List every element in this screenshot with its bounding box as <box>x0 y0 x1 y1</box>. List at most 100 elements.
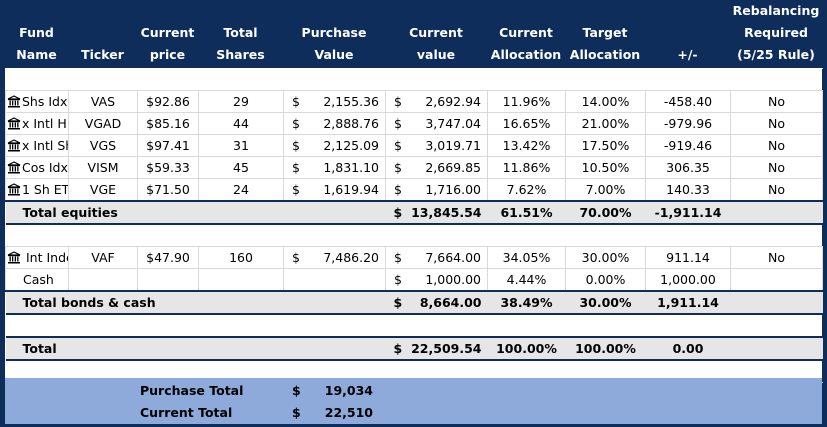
difference-cell[interactable]: -979.96 <box>645 112 731 135</box>
empty-cell[interactable] <box>487 223 566 247</box>
ticker-cell[interactable]: VGAD <box>68 112 138 135</box>
empty-cell[interactable] <box>198 313 284 338</box>
total-value-cell[interactable]: $22,509.54 <box>385 336 488 361</box>
fund-name-cell[interactable]: Cash <box>5 268 69 292</box>
column-header[interactable]: Purchase Value <box>283 22 385 66</box>
rebalancing-cell[interactable]: No <box>730 246 823 269</box>
fund-name-cell[interactable]: Cos Idx <box>5 156 69 179</box>
fund-name-cell[interactable]: x Intl Sh <box>5 134 69 157</box>
empty-cell[interactable] <box>283 68 386 91</box>
column-header[interactable]: Current price <box>137 22 198 66</box>
total-difference-cell[interactable]: 1,911.14 <box>645 290 731 315</box>
total-target-cell[interactable]: 70.00% <box>565 200 646 225</box>
ticker-cell[interactable]: VISM <box>68 156 138 179</box>
target-allocation-cell[interactable]: 30.00% <box>565 246 646 269</box>
empty-cell[interactable] <box>283 313 386 338</box>
difference-cell[interactable]: -458.40 <box>645 90 731 113</box>
fund-name-cell[interactable]: Int Inde <box>5 246 69 269</box>
empty-cell[interactable] <box>730 290 823 315</box>
ticker-cell[interactable] <box>68 268 138 292</box>
fund-name-cell[interactable]: Shs Idx <box>5 90 69 113</box>
empty-cell[interactable] <box>730 68 823 91</box>
empty-cell[interactable] <box>385 223 488 247</box>
empty-cell[interactable] <box>5 223 69 247</box>
total-allocation-cell[interactable]: 61.51% <box>487 200 566 225</box>
shares-cell[interactable] <box>198 268 284 292</box>
total-value-cell[interactable]: $8,664.00 <box>385 290 488 315</box>
price-cell[interactable]: $71.50 <box>137 178 199 202</box>
price-cell[interactable]: $59.33 <box>137 156 199 179</box>
empty-cell[interactable] <box>645 313 731 338</box>
target-allocation-cell[interactable]: 7.00% <box>565 178 646 202</box>
difference-cell[interactable]: 306.35 <box>645 156 731 179</box>
empty-cell[interactable] <box>565 223 646 247</box>
purchase-total-value[interactable]: 19,034 <box>324 383 373 398</box>
empty-cell[interactable] <box>487 68 566 91</box>
empty-cell[interactable] <box>137 313 199 338</box>
column-header[interactable]: Current value <box>385 22 487 66</box>
current-value-cell[interactable]: $1,000.00 <box>385 268 488 292</box>
shares-cell[interactable]: 24 <box>198 178 284 202</box>
fund-name-cell[interactable]: x Intl H <box>5 112 69 135</box>
total-label[interactable]: Total equities <box>5 200 386 225</box>
target-allocation-cell[interactable]: 0.00% <box>565 268 646 292</box>
price-cell[interactable]: $47.90 <box>137 246 199 269</box>
current-total-value[interactable]: 22,510 <box>324 405 373 420</box>
empty-cell[interactable] <box>730 336 823 361</box>
current-allocation-cell[interactable]: 11.96% <box>487 90 566 113</box>
current-value-cell[interactable]: $2,692.94 <box>385 90 488 113</box>
total-allocation-cell[interactable]: 100.00% <box>487 336 566 361</box>
empty-cell[interactable] <box>565 68 646 91</box>
purchase-value-cell[interactable]: $1,619.94 <box>283 178 386 202</box>
purchase-value-cell[interactable]: $2,125.09 <box>283 134 386 157</box>
price-cell[interactable]: $92.86 <box>137 90 199 113</box>
ticker-cell[interactable]: VAF <box>68 246 138 269</box>
price-cell[interactable] <box>137 268 199 292</box>
rebalancing-cell[interactable] <box>730 268 823 292</box>
difference-cell[interactable]: -919.46 <box>645 134 731 157</box>
total-label[interactable]: Total bonds & cash <box>5 290 386 315</box>
total-target-cell[interactable]: 100.00% <box>565 336 646 361</box>
current-value-cell[interactable]: $3,019.71 <box>385 134 488 157</box>
empty-cell[interactable] <box>730 200 823 225</box>
total-target-cell[interactable]: 30.00% <box>565 290 646 315</box>
empty-cell[interactable] <box>5 68 69 91</box>
empty-cell[interactable] <box>137 68 199 91</box>
rebalancing-cell[interactable]: No <box>730 134 823 157</box>
empty-cell[interactable] <box>5 313 69 338</box>
target-allocation-cell[interactable]: 10.50% <box>565 156 646 179</box>
empty-cell[interactable] <box>645 68 731 91</box>
total-difference-cell[interactable]: 0.00 <box>645 336 731 361</box>
purchase-value-cell[interactable]: $1,831.10 <box>283 156 386 179</box>
total-difference-cell[interactable]: -1,911.14 <box>645 200 731 225</box>
empty-cell[interactable] <box>565 313 646 338</box>
price-cell[interactable]: $85.16 <box>137 112 199 135</box>
empty-cell[interactable] <box>68 223 138 247</box>
purchase-value-cell[interactable]: $2,888.76 <box>283 112 386 135</box>
column-header[interactable]: Target Allocation <box>565 22 645 66</box>
column-header[interactable]: +/- <box>645 44 730 66</box>
column-header[interactable]: Ticker <box>68 44 137 66</box>
empty-cell[interactable] <box>487 313 566 338</box>
rebalancing-cell[interactable]: No <box>730 112 823 135</box>
target-allocation-cell[interactable]: 21.00% <box>565 112 646 135</box>
shares-cell[interactable]: 160 <box>198 246 284 269</box>
current-allocation-cell[interactable]: 4.44% <box>487 268 566 292</box>
current-allocation-cell[interactable]: 13.42% <box>487 134 566 157</box>
current-allocation-cell[interactable]: 34.05% <box>487 246 566 269</box>
empty-cell[interactable] <box>137 223 199 247</box>
target-allocation-cell[interactable]: 17.50% <box>565 134 646 157</box>
target-allocation-cell[interactable]: 14.00% <box>565 90 646 113</box>
total-label[interactable]: Total <box>5 336 386 361</box>
purchase-value-cell[interactable]: $7,486.20 <box>283 246 386 269</box>
empty-cell[interactable] <box>198 223 284 247</box>
empty-cell[interactable] <box>68 313 138 338</box>
rebalancing-cell[interactable]: No <box>730 178 823 202</box>
empty-cell[interactable] <box>198 68 284 91</box>
shares-cell[interactable]: 29 <box>198 90 284 113</box>
column-header[interactable]: Current Allocation <box>487 22 565 66</box>
difference-cell[interactable]: 1,000.00 <box>645 268 731 292</box>
ticker-cell[interactable]: VAS <box>68 90 138 113</box>
shares-cell[interactable]: 31 <box>198 134 284 157</box>
empty-cell[interactable] <box>730 313 823 338</box>
